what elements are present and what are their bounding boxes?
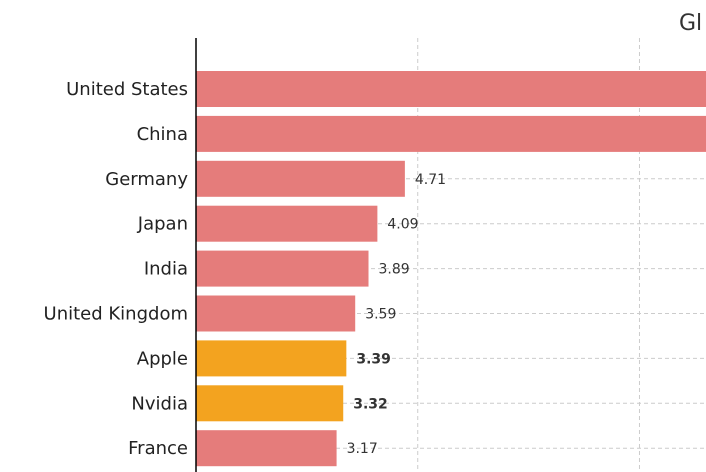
category-label: India [144,259,188,280]
bar-france [196,430,337,467]
category-label: Apple [137,348,188,369]
category-label: United States [66,79,188,100]
value-label: 3.39 [356,351,391,367]
bar-china [196,115,706,152]
bar-japan [196,205,378,242]
value-label: 3.89 [379,262,410,278]
category-label: Japan [137,214,188,235]
bar-india [196,250,369,287]
bar-nvidia [196,385,344,422]
bar-germany [196,160,405,197]
value-label: 3.32 [353,396,388,412]
value-label: 3.17 [347,441,378,457]
bar-united-states [196,71,706,107]
category-label: United Kingdom [44,304,188,325]
bar-united-kingdom [196,295,356,332]
category-label: France [128,438,188,459]
value-labels: 4.71 4.09 3.89 3.59 3.39 3.32 3.17 [347,172,446,457]
category-label: China [137,124,188,145]
value-label: 4.71 [415,172,446,188]
category-labels: United States China Germany Japan India Unite… [44,79,189,459]
bar-apple [196,340,347,377]
chart-title: Gl [679,11,702,36]
bars-group [196,71,706,467]
category-label: Germany [105,169,188,190]
value-label: 4.09 [387,217,418,233]
value-label: 3.59 [365,307,396,323]
category-label: Nvidia [131,393,188,414]
